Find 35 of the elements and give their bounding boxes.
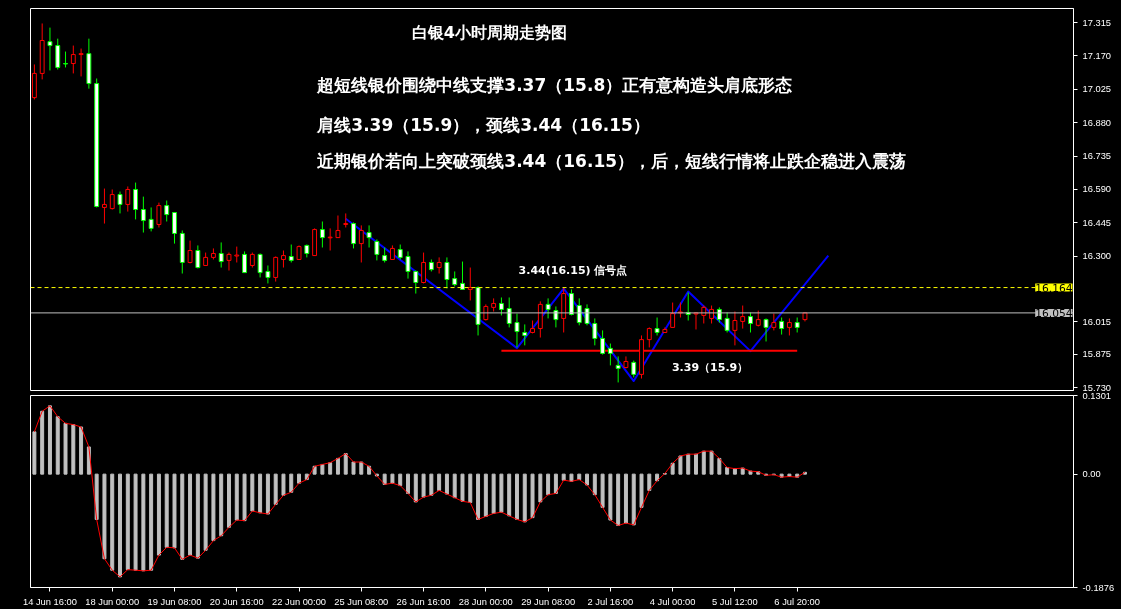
annotation: 3.44(16.15) 信号点 xyxy=(518,264,628,278)
x-tick-label: 29 Jun 08:00 xyxy=(521,596,576,607)
y-tick-label: 17.170 xyxy=(1082,50,1112,61)
x-tick-label: 26 Jun 16:00 xyxy=(396,596,451,607)
annotation: 3.39（15.9） xyxy=(671,361,749,375)
y-tick-label: 17.025 xyxy=(1082,84,1112,95)
y-tick-label: 17.315 xyxy=(1082,17,1112,28)
y-tick-label: 16.015 xyxy=(1082,316,1112,327)
y-tick-label: 15.875 xyxy=(1082,349,1112,360)
x-tick-label: 5 Jul 12:00 xyxy=(712,596,758,607)
annotation: 超短线银价围绕中线支撑3.37（15.8）正有意构造头肩底形态 xyxy=(316,74,793,95)
y-tick-label: 16.300 xyxy=(1082,251,1112,262)
annotation: 近期银价若向上突破颈线3.44（16.15），后，短线行情将止跌企稳进入震荡 xyxy=(316,150,907,171)
text: 白银4小时周期走势图 xyxy=(411,23,567,43)
y-tick-label: 0.1301 xyxy=(1082,390,1112,401)
y-tick-label: -0.1876 xyxy=(1082,582,1115,593)
annotation: 肩线3.39（15.9），颈线3.44（16.15） xyxy=(316,115,650,136)
y-tick-label: 16.735 xyxy=(1082,151,1112,162)
x-tick-label: 14 Jun 16:00 xyxy=(22,596,77,607)
y-tick-label: 0.00 xyxy=(1082,469,1101,480)
y-tick-label: 16.880 xyxy=(1082,117,1112,128)
ref-line-label: 16.054 xyxy=(1035,306,1073,320)
ref-line-label: 16.164 xyxy=(1035,281,1073,295)
x-tick-label: 28 Jun 00:00 xyxy=(458,596,513,607)
x-tick-label: 19 Jun 08:00 xyxy=(147,596,202,607)
y-tick-label: 15.730 xyxy=(1082,382,1112,393)
y-tick-label: 16.445 xyxy=(1082,217,1112,228)
y-tick-label: 16.590 xyxy=(1082,184,1112,195)
x-tick-label: 25 Jun 08:00 xyxy=(334,596,389,607)
x-tick-label: 4 Jul 00:00 xyxy=(649,596,696,607)
x-tick-label: 18 Jun 00:00 xyxy=(85,596,140,607)
x-tick-label: 20 Jun 16:00 xyxy=(209,596,264,607)
x-tick-label: 2 Jul 16:00 xyxy=(587,596,634,607)
x-tick-label: 22 Jun 00:00 xyxy=(272,596,327,607)
x-tick-label: 6 Jul 20:00 xyxy=(774,596,820,607)
